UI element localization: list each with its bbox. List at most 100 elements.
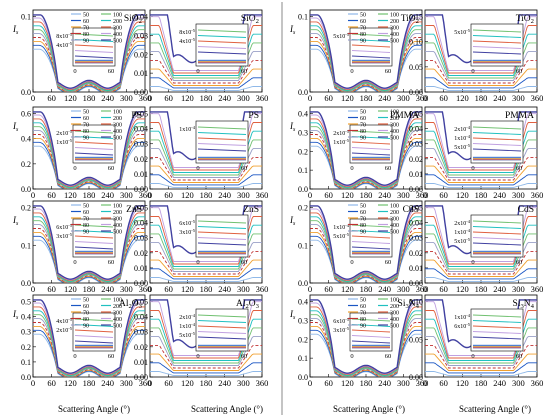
legend-label-80: 80 xyxy=(83,317,89,323)
series-80 xyxy=(33,134,145,189)
panel-title: Si3N4 xyxy=(398,299,420,310)
inset-y-label: 5x10-5 xyxy=(454,28,470,36)
inset-series-400 xyxy=(197,46,247,49)
series-70 xyxy=(425,165,537,183)
inset-series-300 xyxy=(74,235,114,239)
inset-series-100 xyxy=(74,318,114,322)
x-tick-label: 180 xyxy=(475,284,488,294)
inset-series-200 xyxy=(472,320,522,323)
inset: 5x10-5 0 60 xyxy=(333,27,393,75)
series-70 xyxy=(425,259,537,277)
legend-label-70: 70 xyxy=(83,311,89,317)
x-tick-label: 0 xyxy=(423,378,427,388)
inset-x-label: 60 xyxy=(516,353,523,360)
inset-y-label: 2x10-4 xyxy=(454,125,470,133)
inset-series-300 xyxy=(74,141,114,145)
series-70 xyxy=(33,137,145,189)
y-tick-label: 0.01 xyxy=(134,358,148,367)
series-70 xyxy=(425,68,537,86)
series-80 xyxy=(425,250,537,275)
legend-label-80: 80 xyxy=(360,129,366,135)
y-tick-label: 0.05 xyxy=(134,298,148,307)
y-tick-label: 0.01 xyxy=(134,170,148,179)
series-90 xyxy=(33,318,145,377)
legend-label-90: 90 xyxy=(83,136,89,142)
y-axis-label: Is xyxy=(289,215,296,227)
y-tick-label: 0.0 xyxy=(298,185,308,194)
y-tick-label: 0.0 xyxy=(298,279,308,288)
x-tick-label: 60 xyxy=(324,284,333,294)
y-tick-label: 0.00 xyxy=(134,185,148,194)
panel-title: PMMA xyxy=(390,111,419,121)
panel-title: PS xyxy=(248,111,259,121)
series-100 xyxy=(310,314,422,377)
legend-label-300: 300 xyxy=(113,26,122,32)
inset-x-label: 60 xyxy=(385,353,392,360)
inset-x-label: 0 xyxy=(196,68,199,75)
panel-sio2-full: 0 60 120 180 240 300 360 0.0 0.1 SiO2 8x10-54x10-5… xyxy=(12,9,151,103)
y-axis-label: Is xyxy=(12,121,19,133)
panel-title: Si3N4 xyxy=(513,299,535,310)
y-tick-label: 0.00 xyxy=(409,185,423,194)
legend-label-200: 200 xyxy=(390,304,399,310)
x-tick-label: 0 xyxy=(148,378,152,388)
inset-x-label: 60 xyxy=(385,165,392,172)
panel-title: CdS xyxy=(403,205,419,215)
x-tick-label: 180 xyxy=(200,190,213,200)
series-80 xyxy=(150,250,262,275)
y-tick-label: 0.05 xyxy=(409,110,423,119)
x-axis-label: Scattering Angle (°) xyxy=(459,404,531,414)
panel-al2o3-zoom: 0 60 120 180 240 300 3600.000.010.020.030.040.… xyxy=(134,294,268,388)
legend-label-70: 70 xyxy=(360,123,366,129)
inset-y-label: 1x10-4 xyxy=(454,134,470,142)
x-tick-label: 300 xyxy=(512,190,525,200)
legend-label-200: 200 xyxy=(113,210,122,216)
inset-y-label: 4x10-5 xyxy=(56,317,72,325)
x-tick-label: 300 xyxy=(237,190,250,200)
x-tick-label: 360 xyxy=(416,93,429,103)
inset-y-label: 2x10-5 xyxy=(56,326,72,334)
legend-label-100: 100 xyxy=(113,13,122,19)
inset-x-label: 60 xyxy=(241,68,248,75)
inset-series-300 xyxy=(197,231,247,235)
inset-series-400 xyxy=(472,237,522,240)
series-50 xyxy=(425,86,537,91)
panel-title: SiO2 xyxy=(241,14,259,25)
y-tick-label: 0.03 xyxy=(134,31,148,40)
x-tick-label: 120 xyxy=(456,93,469,103)
y-tick-label: 0.03 xyxy=(409,234,423,243)
inset-series-100 xyxy=(351,33,391,37)
inset-x-label: 60 xyxy=(516,165,523,172)
legend-label-500: 500 xyxy=(390,230,399,236)
x-tick-label: 120 xyxy=(456,378,469,388)
x-tick-label: 120 xyxy=(64,378,77,388)
inset-series-100 xyxy=(74,130,114,134)
legend-label-500: 500 xyxy=(113,136,122,142)
x-tick-label: 0 xyxy=(308,93,312,103)
x-tick-label: 240 xyxy=(493,190,506,200)
x-tick-label: 300 xyxy=(237,284,250,294)
inset-series-500 xyxy=(74,152,114,156)
inset-y-label: 8x10-5 xyxy=(56,32,72,40)
series-90 xyxy=(310,224,422,283)
series-90 xyxy=(310,33,422,92)
inset-series-400 xyxy=(74,241,114,244)
inset-series-400 xyxy=(74,50,114,53)
x-tick-label: 180 xyxy=(360,190,373,200)
x-tick-label: 240 xyxy=(493,93,506,103)
y-tick-label: 0.0 xyxy=(298,373,308,382)
legend-label-200: 200 xyxy=(113,19,122,25)
series-70 xyxy=(310,40,422,92)
panel-ps-full: 0 60 120 180 240 300 360 0.0 0.2 0.4 0.6 PS 2x10-51x… xyxy=(12,106,151,200)
y-tick-label: 0.2 xyxy=(21,343,31,352)
inset-series-500 xyxy=(197,51,247,55)
x-tick-label: 300 xyxy=(120,190,133,200)
x-tick-label: 120 xyxy=(341,190,354,200)
inset-series-300 xyxy=(74,329,114,333)
inset-y-label: 2x10-5 xyxy=(333,129,349,137)
y-tick-label: 0.02 xyxy=(134,155,148,164)
